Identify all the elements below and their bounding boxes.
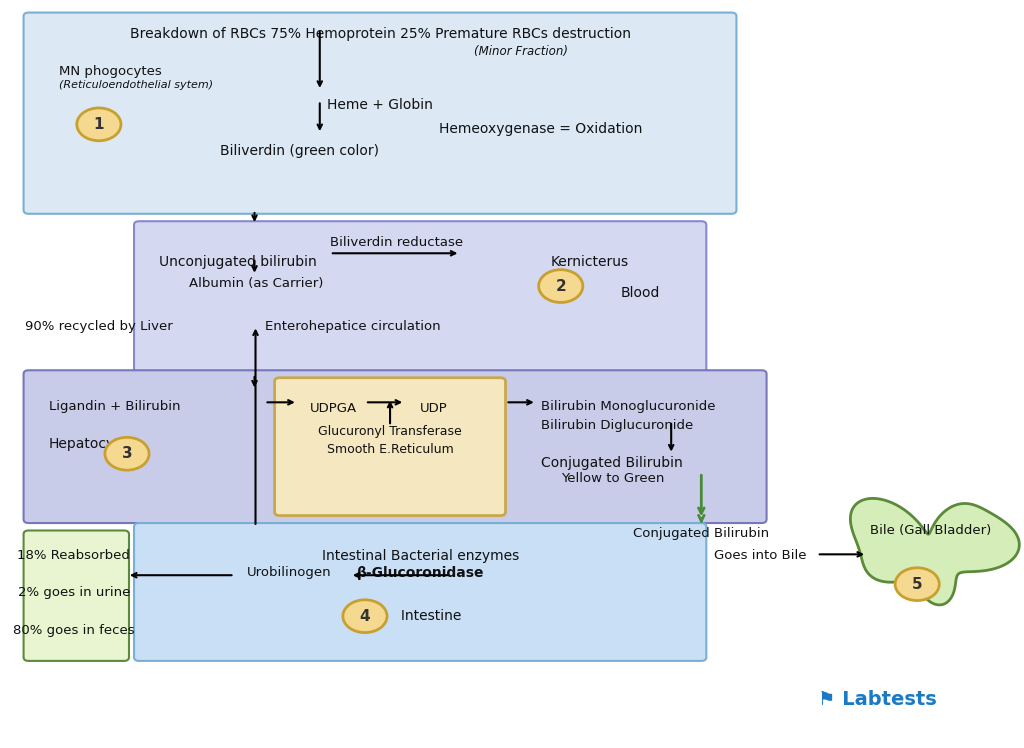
Text: MN phogocytes: MN phogocytes	[58, 65, 162, 78]
Text: Bilirubin Monoglucuronide: Bilirubin Monoglucuronide	[541, 400, 715, 413]
Text: Biliverdin reductase: Biliverdin reductase	[330, 236, 463, 249]
Text: Conjugated Bilirubin: Conjugated Bilirubin	[541, 456, 682, 470]
Text: (Reticuloendothelial sytem): (Reticuloendothelial sytem)	[58, 79, 213, 90]
FancyBboxPatch shape	[24, 13, 736, 214]
FancyBboxPatch shape	[134, 523, 707, 661]
Text: Intestinal Bacterial enzymes: Intestinal Bacterial enzymes	[322, 549, 519, 563]
Text: Bilirubin Diglucuronide: Bilirubin Diglucuronide	[541, 419, 693, 432]
Circle shape	[104, 438, 150, 470]
Text: 4   Intestine: 4 Intestine	[379, 609, 462, 623]
Text: Hemeoxygenase = Oxidation: Hemeoxygenase = Oxidation	[439, 122, 642, 136]
Text: Breakdown of RBCs 75% Hemoprotein 25% Premature RBCs destruction: Breakdown of RBCs 75% Hemoprotein 25% Pr…	[129, 28, 631, 41]
Text: 5: 5	[912, 577, 923, 592]
Text: 90% recycled by Liver: 90% recycled by Liver	[25, 319, 173, 333]
Text: β-Glucoronidase: β-Glucoronidase	[356, 566, 484, 580]
Text: UDPGA: UDPGA	[309, 402, 356, 415]
FancyBboxPatch shape	[24, 370, 767, 523]
Text: Unconjugated bilirubin: Unconjugated bilirubin	[159, 255, 316, 269]
Text: (Minor Fraction): (Minor Fraction)	[473, 45, 567, 58]
Text: Conjugated Bilirubin: Conjugated Bilirubin	[633, 527, 769, 540]
Circle shape	[77, 108, 121, 141]
Text: 2: 2	[555, 278, 566, 293]
Text: 18% Reabsorbed: 18% Reabsorbed	[17, 549, 130, 562]
Text: Smooth E.Reticulum: Smooth E.Reticulum	[327, 443, 454, 456]
Text: 3: 3	[122, 447, 132, 462]
Text: Ligandin + Bilirubin: Ligandin + Bilirubin	[49, 400, 180, 413]
Text: Glucuronyl Transferase: Glucuronyl Transferase	[318, 425, 462, 438]
Text: Enterohepatice circulation: Enterohepatice circulation	[264, 319, 440, 333]
Text: Goes into Bile: Goes into Bile	[715, 549, 807, 562]
FancyBboxPatch shape	[274, 378, 506, 515]
Text: ⚑ Labtests: ⚑ Labtests	[817, 690, 936, 709]
FancyBboxPatch shape	[24, 530, 129, 661]
Text: Bile (Gall Bladder): Bile (Gall Bladder)	[869, 524, 991, 537]
Text: Urobilinogen: Urobilinogen	[248, 566, 332, 579]
Circle shape	[343, 600, 387, 633]
Text: Blood: Blood	[621, 286, 660, 300]
FancyBboxPatch shape	[134, 221, 707, 378]
Text: Biliverdin (green color): Biliverdin (green color)	[220, 144, 379, 159]
Text: UDP: UDP	[420, 402, 447, 415]
Text: Albumin (as Carrier): Albumin (as Carrier)	[189, 277, 324, 290]
Text: Kernicterus: Kernicterus	[551, 255, 629, 269]
Text: 4: 4	[359, 609, 371, 624]
Text: Yellow to Green: Yellow to Green	[561, 473, 665, 485]
Text: 1: 1	[93, 117, 104, 132]
Text: Heme + Globin: Heme + Globin	[327, 98, 433, 112]
Text: 80% goes in feces: 80% goes in feces	[13, 624, 134, 637]
Text: Hepatocyte: Hepatocyte	[49, 438, 129, 451]
Circle shape	[539, 270, 583, 302]
Text: 2% goes in urine: 2% goes in urine	[17, 586, 130, 599]
Polygon shape	[850, 498, 1019, 605]
Circle shape	[895, 568, 939, 601]
